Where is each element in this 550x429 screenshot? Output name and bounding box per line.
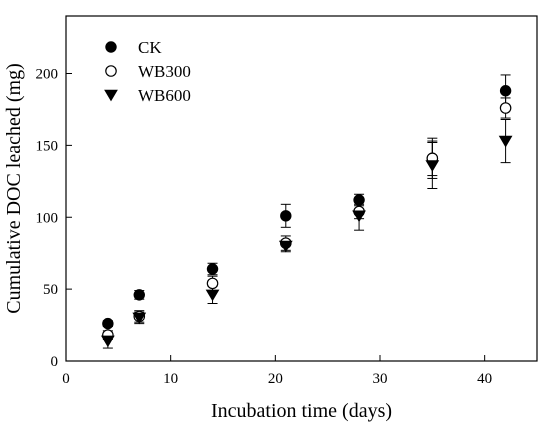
ck-point [206,263,219,275]
wb600-point [278,240,293,253]
wb600-point [100,335,115,348]
ck-point [133,289,145,301]
x-axis-label: Incubation time (days) [211,400,392,422]
legend-marker-ck [105,41,117,53]
wb600-point [425,160,440,172]
wb300-point [206,277,219,290]
wb600-point [352,210,366,223]
y-tick-label: 200 [36,67,59,83]
axes [65,15,538,362]
legend-label-ck: CK [138,38,162,57]
y-tick-label: 100 [36,210,59,226]
legend: CK WB300 WB600 [104,38,191,105]
x-tick-label: 20 [268,371,283,387]
ticks: 0 10 20 30 40 0 50 100 150 200 [36,67,493,388]
wb300-point [499,102,512,114]
ck-point [102,317,114,330]
y-tick-label: 0 [51,354,59,370]
y-axis-label: Cumulative DOC leached (mg) [3,63,25,314]
y-tick-label: 50 [43,282,58,298]
x-tick-label: 10 [163,371,178,387]
legend-marker-wb300 [105,65,117,77]
legend-marker-wb600 [104,89,118,102]
ck-point [280,210,292,222]
x-tick-label: 0 [62,371,70,387]
wb600-point [498,135,513,148]
x-tick-label: 30 [373,371,388,387]
legend-label-wb600: WB600 [138,86,191,105]
ck-point [353,194,365,206]
x-tick-label: 40 [477,371,492,387]
y-tick-label: 150 [36,138,59,154]
wb600-point [132,312,147,325]
legend-label-wb300: WB300 [138,62,191,81]
data-marks [100,74,513,349]
plot-frame [65,15,538,362]
wb600-point [205,289,220,302]
ck-point [499,85,512,97]
